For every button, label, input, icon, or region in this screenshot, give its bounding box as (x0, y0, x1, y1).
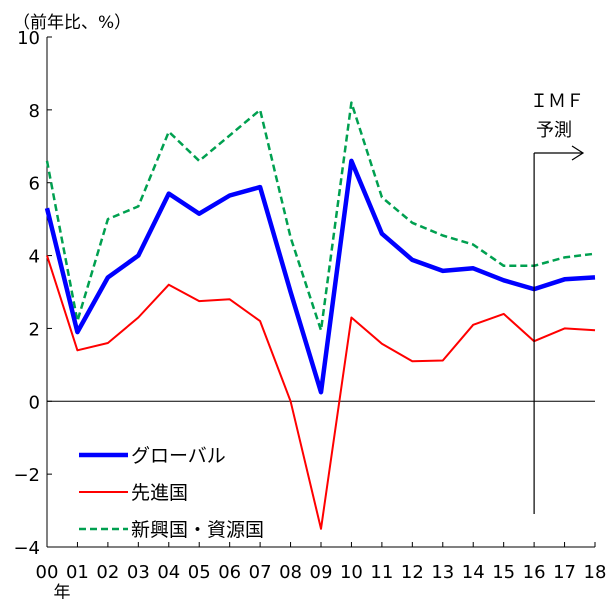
legend-label-2: 先進国 (131, 482, 188, 504)
x-tick-label: 11 (370, 562, 393, 583)
forecast-label-line2: 予測 (536, 120, 572, 141)
y-tick-label: 10 (17, 28, 40, 49)
x-tick-label: 08 (279, 562, 302, 583)
y-tick-label: 0 (29, 392, 40, 413)
x-tick-label: 03 (127, 562, 150, 583)
x-tick-label: 04 (157, 562, 180, 583)
x-tick-label: 09 (310, 562, 333, 583)
series-line-2 (46, 255, 596, 530)
series-line-1 (44, 158, 596, 395)
x-tick-label: 15 (492, 562, 515, 583)
x-tick-label: 00 (36, 562, 59, 583)
y-tick-label: 8 (29, 101, 40, 122)
x-tick-label: 18 (584, 562, 607, 583)
y-tick-label: 6 (29, 174, 40, 195)
forecast-annotation: ＩＭＦ 予測 (530, 91, 585, 514)
y-tick-label: 4 (29, 247, 40, 268)
x-tick-label: 10 (340, 562, 363, 583)
forecast-arrowhead (571, 145, 585, 161)
x-tick-label: 17 (553, 562, 576, 583)
x-tick-label: 06 (218, 562, 241, 583)
y-axis-title: （前年比、%） (13, 13, 131, 33)
x-tick-label: 01 (66, 562, 89, 583)
forecast-label-line1: ＩＭＦ (530, 91, 584, 112)
x-axis-title: 年 (54, 583, 71, 599)
y-tick-label: −2 (13, 465, 40, 486)
series-line-3 (45, 101, 596, 332)
legend-label-1: グローバル (131, 445, 226, 467)
x-tick-label: 07 (249, 562, 272, 583)
x-tick-label: 02 (96, 562, 119, 583)
x-tick-label: 13 (431, 562, 454, 583)
x-tick-label: 16 (523, 562, 546, 583)
legend-label-3: 新興国・資源国 (131, 519, 264, 541)
x-tick-label: 14 (462, 562, 485, 583)
y-tick-label: 2 (29, 319, 40, 340)
x-tick-label: 05 (188, 562, 211, 583)
y-tick-label: −4 (13, 538, 40, 559)
series-layer (44, 101, 596, 530)
x-tick-label: 12 (401, 562, 424, 583)
